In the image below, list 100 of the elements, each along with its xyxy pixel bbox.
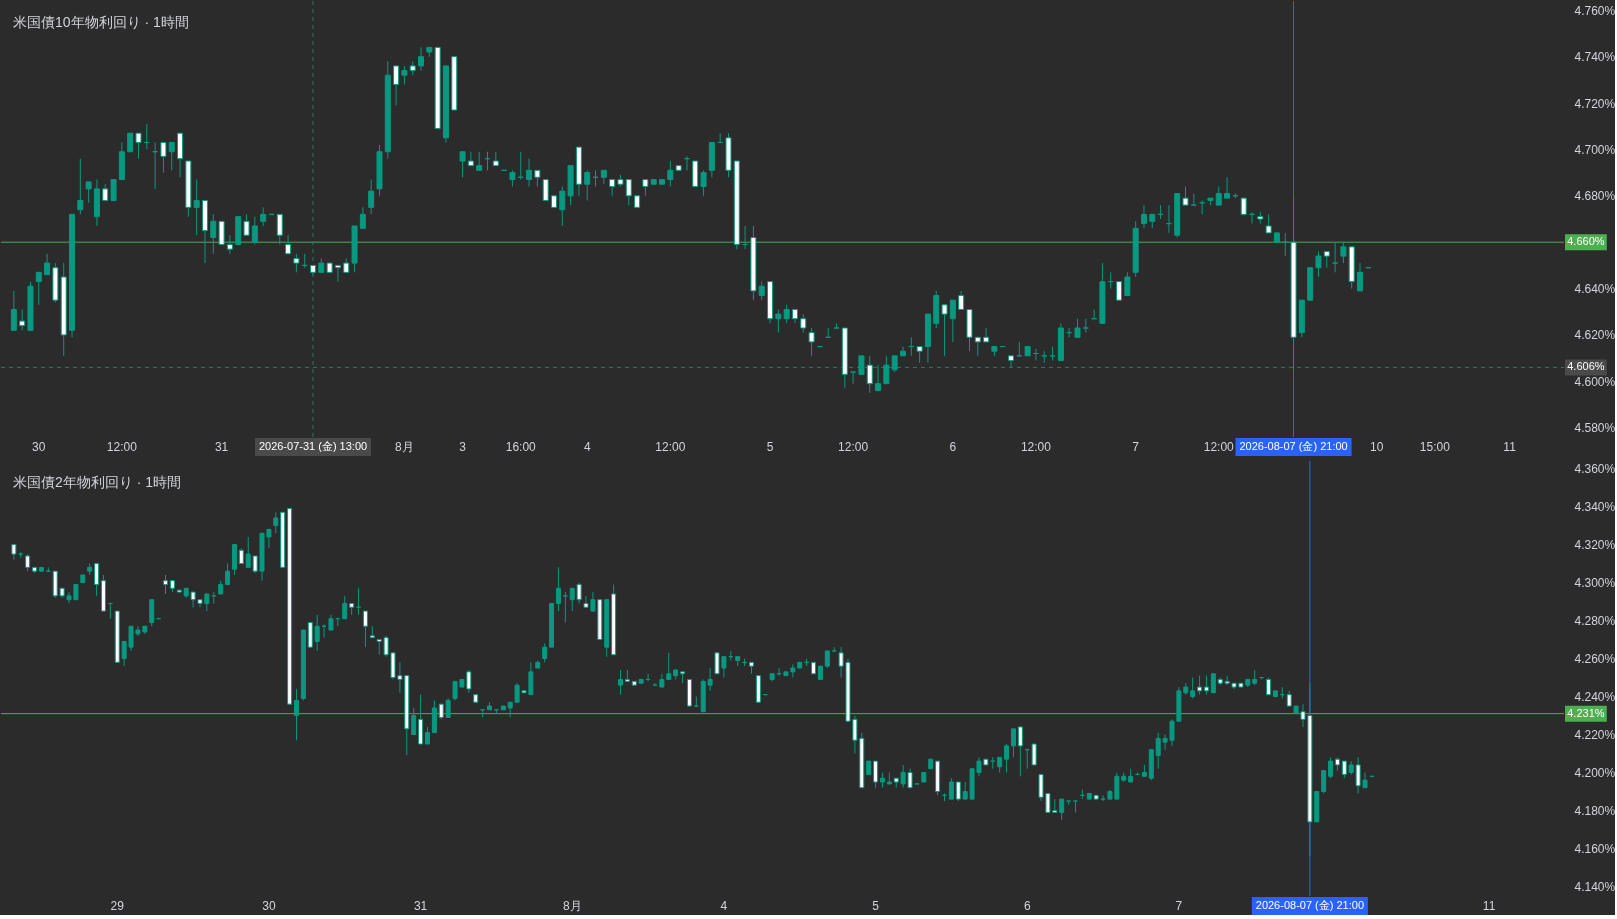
candlestick	[102, 183, 109, 201]
candlestick	[69, 213, 76, 338]
candlestick	[534, 169, 541, 188]
candlestick	[549, 602, 555, 648]
candlestick	[334, 264, 341, 283]
candlestick	[1017, 726, 1023, 777]
candlestick	[1315, 250, 1322, 278]
candlestick	[883, 355, 890, 385]
candlestick	[542, 179, 549, 201]
candlestick	[1008, 355, 1015, 368]
candlestick	[1224, 176, 1231, 199]
candlestick	[631, 680, 637, 686]
candlestick	[459, 151, 466, 178]
candlestick	[368, 179, 375, 215]
candlestick	[1334, 756, 1340, 772]
text: 米国債2年物利回り · 1時間	[13, 474, 182, 490]
candlestick	[318, 257, 325, 273]
x-tick-label: 30	[262, 899, 276, 913]
candlestick	[700, 169, 707, 197]
candlestick	[1252, 669, 1258, 686]
candlestick	[725, 132, 732, 178]
candlestick	[176, 589, 182, 593]
candlestick	[1357, 262, 1364, 292]
candlestick	[634, 195, 641, 208]
candlestick	[1059, 798, 1065, 821]
candlestick	[177, 132, 184, 178]
candlestick	[891, 355, 898, 373]
candlestick	[445, 697, 451, 718]
candlestick	[858, 355, 865, 375]
candlestick	[618, 669, 623, 696]
candlestick	[1341, 760, 1347, 779]
candlestick	[873, 760, 879, 789]
x-tick-label: 2026-08-07 (金) 21:00	[1255, 899, 1364, 911]
candlestick	[1207, 197, 1214, 206]
candlestick	[600, 169, 607, 185]
x-tick-label: 12:00	[106, 440, 138, 454]
ref-line-label: 4.660%	[1567, 235, 1605, 248]
x-tick-label: 12:00	[1203, 440, 1235, 454]
y-tick-label: 4.640%	[1574, 282, 1616, 297]
candlestick	[411, 707, 417, 736]
x-tick-label: 5	[872, 899, 880, 913]
candlestick	[609, 179, 616, 197]
candlestick	[85, 181, 92, 204]
candlestick	[1348, 246, 1355, 290]
candlestick	[442, 65, 449, 143]
candlestick	[135, 132, 142, 160]
candlestick	[1197, 675, 1203, 696]
candlestick	[11, 544, 17, 561]
candlestick	[667, 160, 674, 188]
x-tick-label: 31	[214, 440, 229, 454]
candlestick	[487, 701, 493, 711]
x-tick-label: 5	[766, 440, 774, 454]
x-tick-label: 31	[413, 899, 428, 913]
candlestick	[260, 206, 267, 227]
candlestick	[1273, 232, 1280, 243]
candlestick	[1116, 281, 1123, 301]
candlestick	[451, 56, 458, 111]
candlestick	[680, 671, 686, 684]
candlestick	[1057, 322, 1064, 361]
candlestick	[800, 313, 807, 334]
x-tick-label: 7	[1132, 440, 1140, 454]
candlestick	[359, 206, 366, 229]
candlestick	[916, 346, 923, 364]
candlestick	[500, 705, 506, 711]
candlestick	[149, 599, 155, 627]
x-tick-label: 7	[1175, 899, 1183, 913]
candlestick	[692, 160, 699, 188]
candlestick	[624, 669, 630, 682]
y-tick-label: 4.180%	[1574, 804, 1616, 819]
candlestick	[243, 213, 250, 236]
candlestick	[797, 661, 803, 669]
candlestick	[1257, 211, 1264, 225]
candlestick	[1148, 749, 1154, 781]
candlestick	[659, 179, 666, 185]
candlestick	[251, 216, 258, 246]
x-tick-label: 10	[1369, 440, 1384, 454]
candlestick	[928, 758, 934, 770]
candlestick	[276, 213, 283, 246]
x-tick-label: 2026-08-07 (金) 21:00	[1239, 440, 1348, 452]
y-tick-label: 4.700%	[1574, 142, 1616, 157]
candlestick	[686, 678, 692, 707]
x-tick-label: 12:00	[838, 440, 869, 454]
candlestick	[343, 257, 350, 273]
candlestick	[226, 234, 233, 255]
candlestick	[567, 165, 574, 206]
candlestick	[169, 580, 175, 593]
candlestick	[369, 625, 375, 639]
candlestick	[492, 151, 499, 167]
candlestick	[310, 264, 316, 276]
candlestick	[841, 327, 848, 389]
candlestick	[326, 262, 333, 273]
candlestick	[617, 174, 624, 188]
candlestick	[384, 60, 391, 160]
candlestick	[650, 179, 657, 185]
candlestick	[193, 179, 200, 236]
y-tick-label: 4.620%	[1574, 328, 1616, 343]
candlestick	[1086, 792, 1092, 800]
x-tick-label: 6	[949, 440, 957, 454]
candlestick	[1265, 213, 1272, 234]
candlestick	[118, 141, 125, 181]
